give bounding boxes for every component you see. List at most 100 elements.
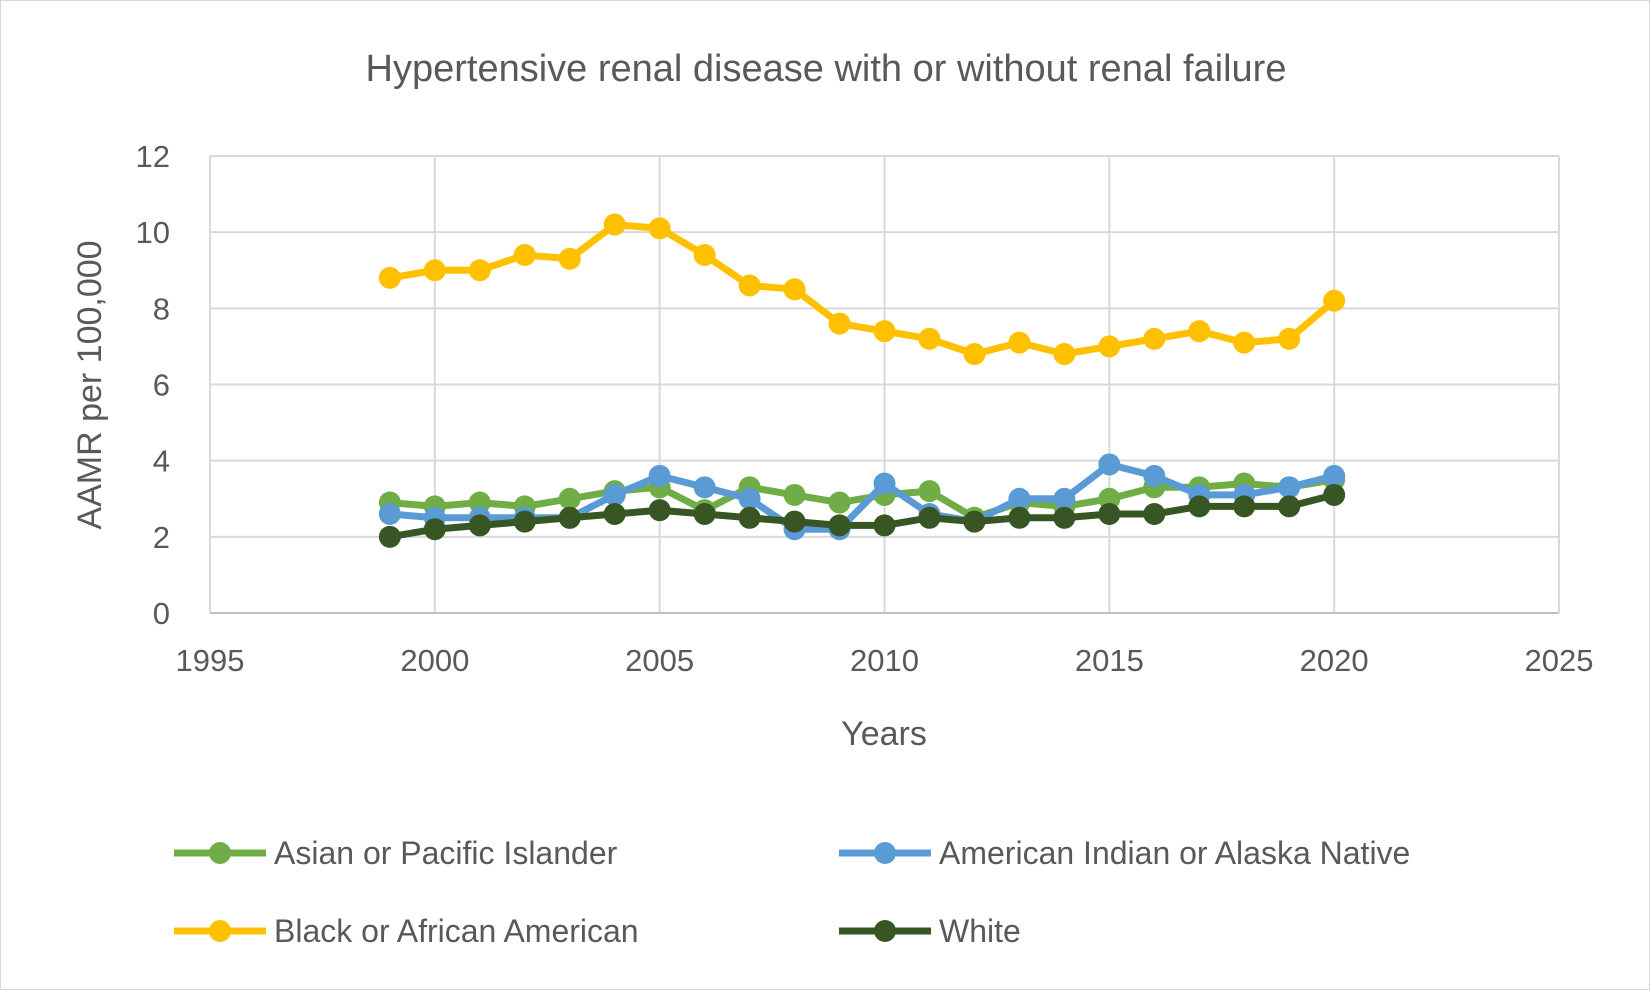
data-point <box>1188 495 1211 518</box>
data-point <box>693 476 716 499</box>
data-point <box>1008 331 1031 354</box>
x-tick-label: 2000 <box>400 643 469 678</box>
data-point <box>1053 343 1076 366</box>
data-point <box>1233 331 1256 354</box>
data-point <box>648 499 671 522</box>
data-point <box>1098 487 1121 510</box>
data-point <box>468 491 491 514</box>
data-point <box>783 510 806 533</box>
data-point <box>1233 495 1256 518</box>
legend-item: Asian or Pacific Islander <box>174 835 618 871</box>
data-point <box>378 502 401 525</box>
data-point <box>603 213 626 236</box>
x-tick-label: 2020 <box>1300 643 1369 678</box>
data-point <box>963 343 986 366</box>
x-tick-label: 2025 <box>1525 643 1594 678</box>
data-point <box>558 247 581 270</box>
data-point <box>1323 289 1346 312</box>
data-point <box>1278 327 1301 350</box>
data-point <box>873 472 896 495</box>
data-point <box>513 510 536 533</box>
data-point <box>1008 506 1031 529</box>
legend-label: White <box>939 913 1021 949</box>
x-axis-label: Years <box>841 715 927 753</box>
data-point <box>783 278 806 301</box>
x-tick-label: 2015 <box>1075 643 1144 678</box>
series-white <box>378 483 1346 548</box>
data-point <box>648 464 671 487</box>
data-point <box>873 320 896 343</box>
legend-swatch-marker <box>874 920 896 942</box>
data-point <box>603 483 626 506</box>
data-point <box>693 244 716 267</box>
data-point <box>648 217 671 240</box>
legend-item: Black or African American <box>174 913 639 949</box>
data-point <box>1098 502 1121 525</box>
data-point <box>1323 483 1346 506</box>
legend-swatch-marker <box>209 842 231 864</box>
data-point <box>738 506 761 529</box>
data-point <box>828 491 851 514</box>
data-point <box>738 487 761 510</box>
data-point <box>1143 327 1166 350</box>
data-point <box>423 259 446 282</box>
data-point <box>378 525 401 548</box>
legend-item: White <box>839 913 1021 949</box>
data-point <box>1143 502 1166 525</box>
y-tick-label: 12 <box>136 139 170 174</box>
series-line <box>389 491 1336 541</box>
data-point <box>1053 506 1076 529</box>
data-point <box>513 244 536 267</box>
y-axis-label: AAMR per 100,000 <box>71 240 109 529</box>
data-point <box>468 514 491 537</box>
y-tick-label: 0 <box>153 596 170 631</box>
grid <box>209 155 1560 614</box>
data-point <box>558 487 581 510</box>
series-black-or-african-american <box>378 213 1346 366</box>
data-point <box>918 480 941 503</box>
data-point <box>918 327 941 350</box>
legend-swatch-marker <box>874 842 896 864</box>
legend-swatch-marker <box>209 920 231 942</box>
legend-label: American Indian or Alaska Native <box>939 835 1410 871</box>
x-tick-label: 2010 <box>850 643 919 678</box>
data-point <box>828 312 851 335</box>
y-tick-label: 8 <box>153 291 170 326</box>
data-point <box>738 274 761 297</box>
legend: Asian or Pacific Islander American Indian… <box>174 835 1410 949</box>
legend-label: Black or African American <box>274 913 639 949</box>
data-point <box>1323 464 1346 487</box>
data-point <box>1188 320 1211 343</box>
data-point <box>1143 464 1166 487</box>
data-point <box>873 514 896 537</box>
data-point <box>603 502 626 525</box>
data-point <box>693 502 716 525</box>
legend-label: Asian or Pacific Islander <box>274 835 618 871</box>
data-point <box>918 506 941 529</box>
y-tick-label: 6 <box>153 368 170 403</box>
series-line <box>389 221 1337 358</box>
axis-ticks: 0 2 4 6 8 10 12 1995 2000 2005 2010 2015 2020 2025 <box>136 139 1594 678</box>
y-tick-label: 2 <box>153 520 170 555</box>
chart-title: Hypertensive renal disease with or witho… <box>366 48 1287 90</box>
data-point <box>1098 453 1121 476</box>
data-point <box>828 514 851 537</box>
x-tick-label: 2005 <box>625 643 694 678</box>
y-tick-label: 4 <box>153 444 170 479</box>
data-point <box>1053 487 1076 510</box>
y-tick-label: 10 <box>136 215 170 250</box>
data-point <box>1278 476 1301 499</box>
data-point <box>378 266 401 289</box>
data-point <box>963 510 986 533</box>
x-tick-label: 1995 <box>176 643 245 678</box>
data-point <box>558 506 581 529</box>
data-point <box>423 518 446 541</box>
legend-item: American Indian or Alaska Native <box>839 835 1410 871</box>
data-point <box>1098 335 1121 358</box>
data-point <box>1278 495 1301 518</box>
plot-series <box>378 213 1346 548</box>
data-point <box>783 483 806 506</box>
data-point <box>468 259 491 282</box>
